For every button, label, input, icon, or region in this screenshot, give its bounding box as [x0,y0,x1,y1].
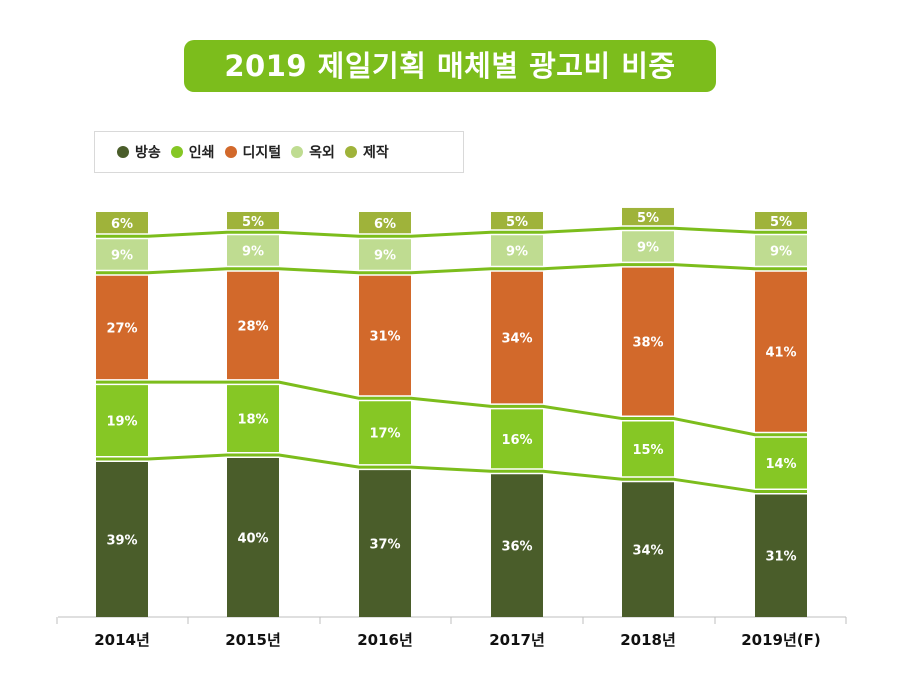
legend-swatch-broadcast [117,146,129,158]
connector-line-0 [96,453,807,493]
bar-segment-5-1 [755,437,807,489]
bar-segment-1-2 [227,271,279,380]
bar-segment-4-0 [622,481,674,617]
bar-segment-2-4 [359,212,411,234]
connector-line-2 [96,263,807,275]
bar-segment-1-3 [227,234,279,267]
data-label-1-1: 18% [237,413,268,428]
data-label-4-1: 15% [632,443,663,458]
data-label-5-1: 14% [765,457,796,472]
bar-segment-2-2 [359,275,411,396]
data-label-3-3: 9% [506,244,528,259]
data-label-1-3: 9% [242,244,264,259]
x-tick-label-4: 2018년 [620,631,676,649]
legend-label-broadcast: 방송 [135,145,161,161]
bar-segment-2-0 [359,469,411,617]
legend-label-print: 인쇄 [188,145,215,161]
bar-segment-3-4 [491,212,543,230]
legend-swatch-print [170,146,183,158]
data-label-5-0: 31% [765,549,796,564]
data-label-5-4: 5% [770,215,792,230]
legend-item-broadcast: 방송 [117,142,161,162]
bar-segment-5-2 [755,271,807,433]
data-label-4-0: 34% [632,543,663,558]
data-label-4-3: 9% [637,240,659,255]
data-label-1-4: 5% [242,215,264,230]
x-tick-label-1: 2015년 [225,631,281,649]
bar-segment-2-3 [359,238,411,271]
data-label-3-0: 36% [501,539,532,554]
x-tick-label-5: 2019년(F) [741,631,821,649]
data-label-1-2: 28% [237,319,268,334]
data-label-2-2: 31% [369,330,400,345]
x-tick-label-0: 2014년 [94,631,150,649]
legend-item-digital: 디지털 [224,142,282,162]
bar-segment-1-0 [227,457,279,617]
legend-item-outdoor: 옥외 [291,142,335,162]
data-label-5-2: 41% [765,346,796,361]
bar-segment-2-1 [359,400,411,465]
legend-swatch-digital [224,146,237,158]
connector-line-3 [96,226,807,238]
bar-segment-4-2 [622,267,674,417]
legend-item-production: 제작 [344,142,389,162]
bar-segment-1-4 [227,212,279,230]
data-label-0-4: 6% [111,217,133,232]
bar-segment-0-1 [96,384,148,457]
data-label-3-2: 34% [501,332,532,347]
data-label-0-2: 27% [106,321,137,336]
legend-swatch-production [344,146,357,158]
legend-label-digital: 디지털 [242,145,282,161]
data-label-1-0: 40% [237,531,268,546]
x-tick-label-2: 2016년 [357,631,413,649]
bar-segment-1-1 [227,384,279,453]
bar-segment-0-3 [96,238,148,271]
bar-segment-4-4 [622,207,674,226]
bar-segment-0-4 [96,212,148,234]
bar-segment-3-1 [491,408,543,469]
bar-segment-4-3 [622,230,674,263]
data-label-4-4: 5% [637,211,659,226]
bar-segment-3-3 [491,234,543,267]
legend-swatch-outdoor [291,146,304,158]
data-label-2-0: 37% [369,537,400,552]
bar-segment-3-2 [491,271,543,404]
data-label-2-3: 9% [374,249,396,264]
x-tick-label-3: 2017년 [489,631,545,649]
bar-segment-5-3 [755,234,807,267]
legend-item-print: 인쇄 [170,142,215,162]
data-label-0-0: 39% [106,533,137,548]
data-label-2-1: 17% [369,427,400,442]
bar-segment-3-0 [491,473,543,617]
data-label-5-3: 9% [770,244,792,259]
data-label-3-4: 5% [506,215,528,230]
data-label-2-4: 6% [374,217,396,232]
data-label-0-1: 19% [106,415,137,430]
data-label-4-2: 38% [632,336,663,351]
connector-line-1 [96,380,807,437]
bar-segment-4-1 [622,421,674,477]
connector-halo-0 [96,452,807,495]
bar-segment-5-0 [755,493,807,617]
chart-title: 2019 제일기획 매체별 광고비 비중 [184,40,716,92]
data-label-0-3: 9% [111,249,133,264]
bar-segment-5-4 [755,212,807,230]
legend-label-production: 제작 [362,145,389,161]
bar-segment-0-0 [96,461,148,617]
legend-label-outdoor: 옥외 [309,145,335,161]
legend: 방송 인쇄 디지털 옥외 제작 [94,131,464,173]
bar-segment-0-2 [96,275,148,380]
connector-halo-1 [96,379,807,438]
data-label-3-1: 16% [501,433,532,448]
